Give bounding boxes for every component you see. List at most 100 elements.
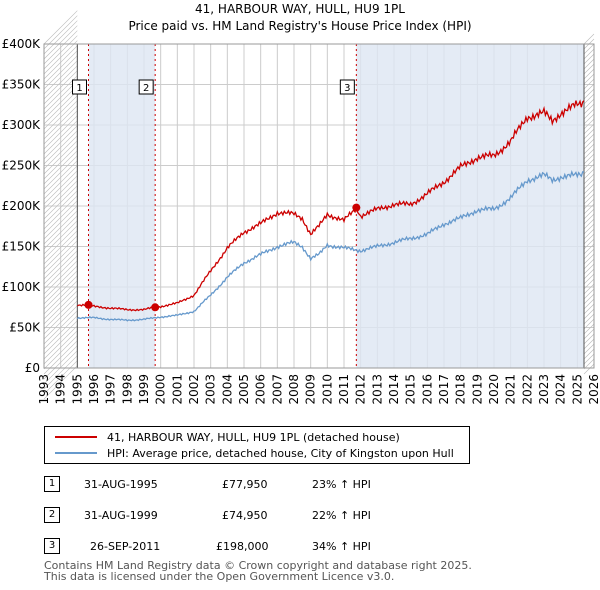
hatch-line — [583, 303, 595, 315]
footer-copyright: Contains HM Land Registry data © Crown c… — [44, 559, 472, 572]
transaction-number-badge: 2 — [44, 507, 60, 523]
hatch-line — [43, 255, 78, 290]
hpi-line — [76, 170, 585, 322]
hatch-line — [43, 250, 78, 285]
hatch-line — [583, 163, 595, 175]
hatch-line — [43, 280, 78, 315]
y-tick-label: £350K — [2, 78, 42, 92]
x-tick-label: 1996 — [87, 374, 101, 405]
x-tick-label: 2022 — [520, 374, 534, 405]
y-tick-label: £50K — [9, 321, 41, 335]
hatch-line — [583, 153, 595, 165]
y-tick-label: £400K — [2, 37, 42, 51]
hatch-line — [43, 180, 78, 215]
hatch-line — [43, 325, 78, 360]
hatch-line — [43, 75, 78, 110]
x-tick-label: 2010 — [320, 374, 334, 405]
hatch-line — [583, 168, 595, 180]
hatch-line — [43, 245, 78, 280]
hatch-line — [583, 288, 595, 300]
hatch-line — [583, 263, 595, 275]
hatch-line — [583, 88, 595, 100]
x-tick-label: 2016 — [420, 374, 434, 405]
shaded-period — [356, 44, 584, 368]
hatch-line — [43, 120, 78, 155]
transaction-hpi-change: 22% ↑ HPI — [312, 509, 371, 522]
transaction-price: £77,950 — [222, 478, 268, 491]
hatch-line — [583, 208, 595, 220]
sale-points — [84, 203, 361, 312]
hatch-line — [583, 43, 595, 55]
transaction-hpi-change: 23% ↑ HPI — [312, 478, 371, 491]
x-tick-label: 2023 — [537, 374, 551, 405]
table-row: 2 31-AUG-1999 £74,950 22% ↑ HPI — [44, 507, 464, 525]
hatch-line — [583, 233, 595, 245]
hatch-line — [43, 285, 78, 320]
hatch-line — [583, 333, 595, 345]
hatch-line — [583, 48, 595, 60]
sale-label-box — [72, 79, 87, 95]
hatch-line — [43, 305, 78, 340]
x-tick-label: 2025 — [570, 374, 584, 405]
hatch-line — [583, 128, 595, 140]
hatch-line — [43, 195, 78, 230]
sale-point — [352, 203, 361, 212]
sale-label: 2 — [143, 83, 149, 94]
property-price-line — [76, 99, 585, 312]
hatch-line — [43, 190, 78, 225]
y-tick-label: £250K — [2, 159, 42, 173]
hatch-line — [43, 265, 78, 300]
hatch-line — [43, 275, 78, 310]
hatch-line — [43, 365, 78, 400]
hatch-line — [43, 20, 78, 55]
hatch-line — [583, 103, 595, 115]
hatch-line — [583, 78, 595, 90]
x-tick-label: 2019 — [470, 374, 484, 405]
hatch-line — [583, 93, 595, 105]
hatch-line — [43, 15, 78, 50]
transaction-price: £74,950 — [222, 509, 268, 522]
hatch-line — [43, 95, 78, 130]
transaction-hpi-change: 34% ↑ HPI — [312, 540, 371, 553]
legend-swatch-property — [55, 436, 97, 438]
hatch-line — [583, 218, 595, 230]
hatch-line — [583, 358, 595, 370]
hatch-line — [43, 330, 78, 365]
legend-label-hpi: HPI: Average price, detached house, City… — [107, 446, 454, 460]
hatch-line — [583, 113, 595, 125]
hatch-line — [43, 150, 78, 185]
hatch-line — [43, 80, 78, 115]
sale-label-box — [138, 79, 154, 95]
series-lines — [76, 99, 585, 322]
hatch-line — [43, 295, 78, 330]
y-axis-tick-labels: £0 £50K £100K £150K £200K £250K £300K £350K £400… — [2, 37, 42, 375]
hatch-line — [43, 145, 78, 180]
hatch-line — [43, 55, 78, 90]
x-tick-label: 2021 — [504, 374, 518, 405]
x-tick-label: 1998 — [120, 374, 134, 405]
hatch-line — [43, 205, 78, 240]
hatch-line — [583, 203, 595, 215]
hatch-line — [43, 135, 78, 170]
hatch-line — [583, 363, 595, 375]
hatch-line — [43, 110, 78, 145]
hatch-line — [43, 90, 78, 125]
hatch-line — [583, 328, 595, 340]
legend: 41, HARBOUR WAY, HULL, HU9 1PL (detached… — [44, 426, 470, 464]
hatch-line — [583, 268, 595, 280]
hatch-line — [583, 258, 595, 270]
hatch-line — [43, 65, 78, 100]
hatch-line — [43, 360, 78, 395]
hatch-line — [583, 248, 595, 260]
y-tick-label: £0 — [25, 361, 40, 375]
hatch-line — [43, 125, 78, 160]
x-tick-label: 2009 — [304, 374, 318, 405]
hatch-line — [583, 53, 595, 65]
hatch-line — [583, 58, 595, 70]
x-tick-label: 2014 — [387, 374, 401, 405]
x-tick-label: 2024 — [554, 374, 568, 405]
legend-item-property: 41, HARBOUR WAY, HULL, HU9 1PL (detached… — [55, 429, 400, 445]
hatch-line — [43, 225, 78, 260]
x-tick-label: 1993 — [37, 374, 51, 405]
x-tick-label: 2000 — [154, 374, 168, 405]
